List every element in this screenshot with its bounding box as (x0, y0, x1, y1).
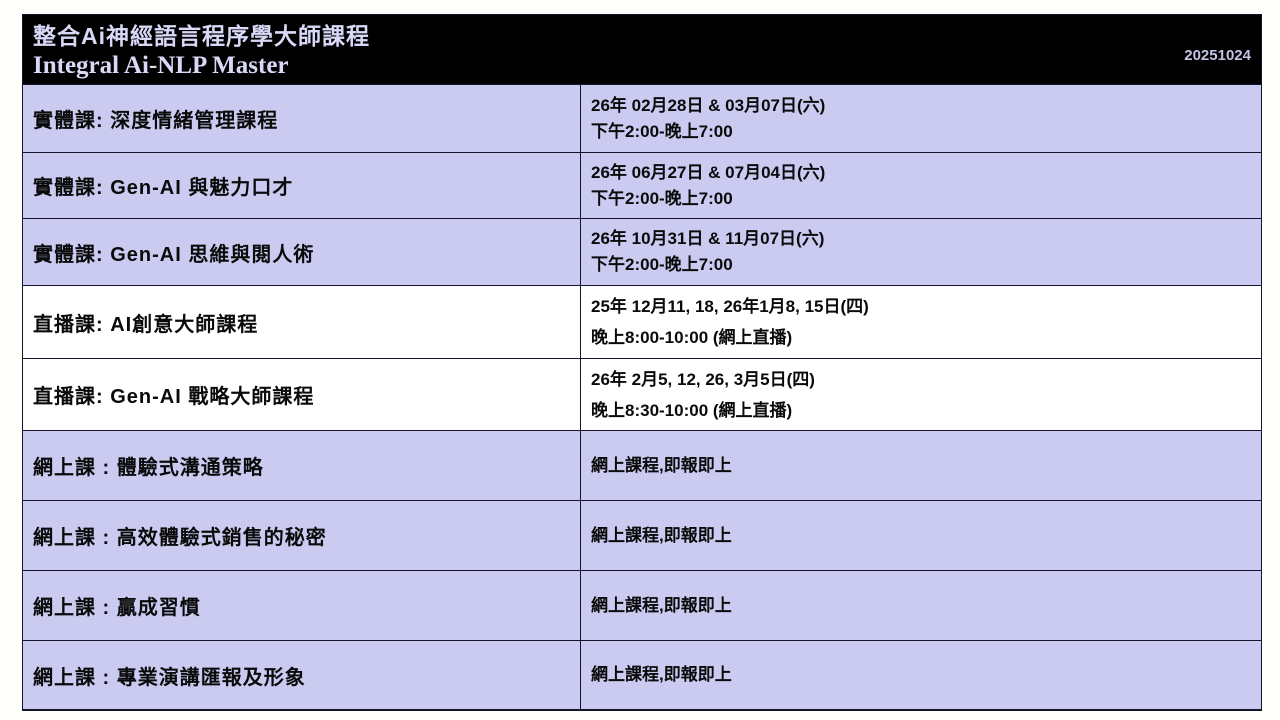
course-schedule-cell: 26年 10月31日 & 11月07日(六) 下午2:00-晚上7:00 (581, 219, 1261, 285)
course-name-cell: 網上課 : 體驗式溝通策略 (23, 431, 581, 500)
schedule-time: 晚上8:00-10:00 (網上直播) (591, 328, 793, 347)
course-schedule-cell: 網上課程,即報即上 (581, 571, 1261, 640)
course-schedule-cell: 26年 2月5, 12, 26, 3月5日(四) 晚上8:30-10:00 (網… (581, 359, 1261, 430)
schedule-dates: 網上課程,即報即上 (591, 525, 732, 545)
course-schedule-cell: 網上課程,即報即上 (581, 431, 1261, 500)
table-row: 網上課 : 高效體驗式銷售的秘密 網上課程,即報即上 (23, 501, 1261, 571)
course-name-cell: 網上課 : 贏成習慣 (23, 571, 581, 640)
table-row: 網上課 : 體驗式溝通策略 網上課程,即報即上 (23, 431, 1261, 501)
course-schedule-cell: 網上課程,即報即上 (581, 641, 1261, 709)
schedule-dates: 25年 12月11, 18, 26年1月8, 15日(四) (591, 297, 869, 316)
course-name-cell: 實體課: Gen-AI 與魅力口才 (23, 153, 581, 218)
course-name-cell: 網上課 : 專業演講匯報及形象 (23, 641, 581, 709)
table-row: 實體課: 深度情緒管理課程 26年 02月28日 & 03月07日(六) 下午2… (23, 85, 1261, 153)
schedule-time: 晚上8:30-10:00 (網上直播) (591, 400, 793, 420)
schedule-time: 下午2:00-晚上7:00 (591, 188, 733, 208)
page-title-chinese: 整合Ai神經語言程序學大師課程 (33, 23, 370, 49)
table-row: 直播課: AI創意大師課程 25年 12月11, 18, 26年1月8, 15日… (23, 286, 1261, 359)
schedule-dates: 網上課程,即報即上 (591, 595, 732, 615)
table-body: 實體課: 深度情緒管理課程 26年 02月28日 & 03月07日(六) 下午2… (23, 85, 1261, 709)
course-schedule-cell: 網上課程,即報即上 (581, 501, 1261, 570)
schedule-dates: 26年 02月28日 & 03月07日(六) (591, 95, 826, 115)
page-title-english: Integral Ai-NLP Master (33, 52, 289, 79)
table-row: 網上課 : 專業演講匯報及形象 網上課程,即報即上 (23, 641, 1261, 709)
table-row: 直播課: Gen-AI 戰略大師課程 26年 2月5, 12, 26, 3月5日… (23, 359, 1261, 431)
revision-date: 20251024 (1184, 47, 1251, 64)
table-row: 實體課: Gen-AI 思維與閱人術 26年 10月31日 & 11月07日(六… (23, 219, 1261, 286)
course-name-cell: 直播課: AI創意大師課程 (23, 286, 581, 358)
table-header: 整合Ai神經語言程序學大師課程 Integral Ai-NLP Master 2… (23, 15, 1261, 85)
schedule-dates: 網上課程,即報即上 (591, 455, 732, 475)
table-row: 實體課: Gen-AI 與魅力口才 26年 06月27日 & 07月04日(六)… (23, 153, 1261, 219)
course-name-cell: 實體課: Gen-AI 思維與閱人術 (23, 219, 581, 285)
schedule-time: 下午2:00-晚上7:00 (591, 121, 733, 141)
course-schedule-cell: 26年 02月28日 & 03月07日(六) 下午2:00-晚上7:00 (581, 85, 1261, 152)
schedule-time: 下午2:00-晚上7:00 (591, 255, 733, 274)
table-row: 網上課 : 贏成習慣 網上課程,即報即上 (23, 571, 1261, 641)
course-schedule-cell: 26年 06月27日 & 07月04日(六) 下午2:00-晚上7:00 (581, 153, 1261, 218)
course-name-cell: 實體課: 深度情緒管理課程 (23, 85, 581, 152)
schedule-dates: 網上課程,即報即上 (591, 665, 732, 684)
schedule-dates: 26年 06月27日 & 07月04日(六) (591, 162, 826, 182)
schedule-dates: 26年 10月31日 & 11月07日(六) (591, 229, 825, 248)
course-name-cell: 網上課 : 高效體驗式銷售的秘密 (23, 501, 581, 570)
schedule-dates: 26年 2月5, 12, 26, 3月5日(四) (591, 369, 815, 389)
course-name-cell: 直播課: Gen-AI 戰略大師課程 (23, 359, 581, 430)
course-schedule-table: 整合Ai神經語言程序學大師課程 Integral Ai-NLP Master 2… (22, 14, 1262, 711)
course-schedule-cell: 25年 12月11, 18, 26年1月8, 15日(四) 晚上8:00-10:… (581, 286, 1261, 358)
